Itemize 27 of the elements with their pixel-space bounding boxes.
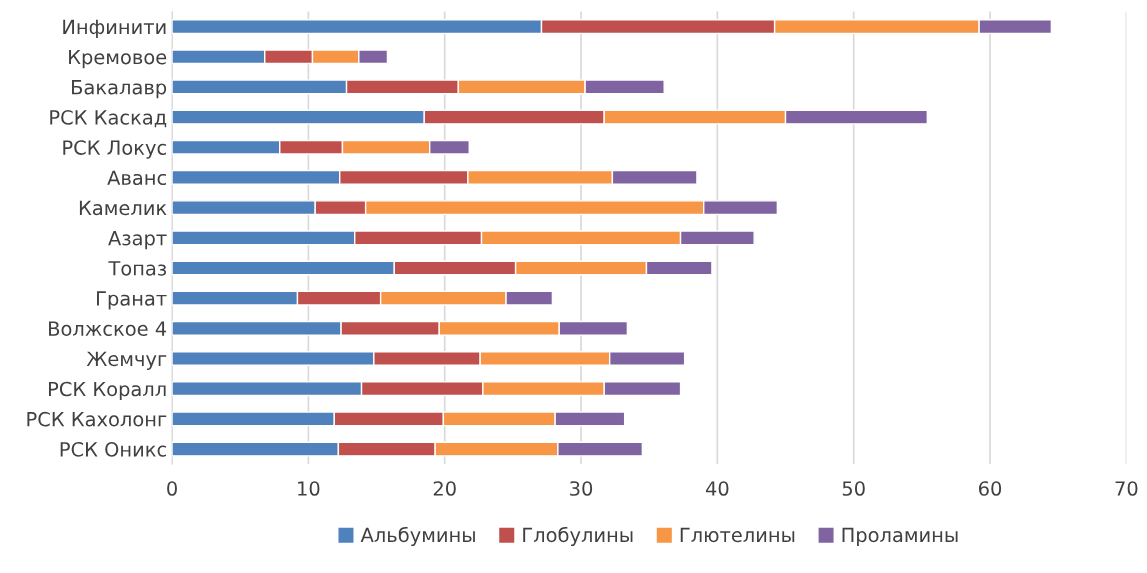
y-tick-label: Инфинити: [63, 19, 166, 38]
x-tick-label: 60: [979, 481, 1002, 496]
y-tick-label: Жемчуг: [86, 351, 167, 370]
x-tick-label: 70: [1115, 481, 1138, 496]
y-tick-label: РСК Кахолонг: [27, 411, 167, 427]
legend-label: Альбумины: [360, 526, 475, 547]
y-tick-label: РСК Локус: [63, 140, 166, 159]
y-tick-label: РСК Коралл: [48, 381, 166, 401]
x-tick-label: 0: [167, 481, 177, 496]
legend-label: Глютелины: [680, 527, 795, 543]
y-tick-label: Бакалавр: [72, 80, 167, 99]
y-tick-label: Азарт: [108, 231, 167, 250]
x-tick-label: 50: [842, 481, 865, 496]
y-tick-label: РСК Каскад: [50, 110, 167, 128]
y-tick-label: Топаз: [108, 261, 167, 276]
legend-label: Глобулины: [523, 526, 633, 547]
y-tick-label: Гранат: [97, 291, 167, 310]
y-tick-label: Камелик: [79, 200, 167, 216]
y-tick-label: Кремовое: [69, 49, 167, 69]
x-tick-label: 30: [570, 481, 593, 496]
y-tick-label: Аванс: [107, 170, 166, 186]
legend-label: Проламины: [842, 527, 958, 547]
y-tick-label: РСК Оникс: [60, 442, 166, 457]
y-tick-label: Волжское 4: [49, 321, 167, 336]
x-tick-label: 20: [433, 481, 456, 496]
x-tick-label: 10: [298, 481, 320, 496]
x-tick-label: 40: [705, 481, 729, 496]
